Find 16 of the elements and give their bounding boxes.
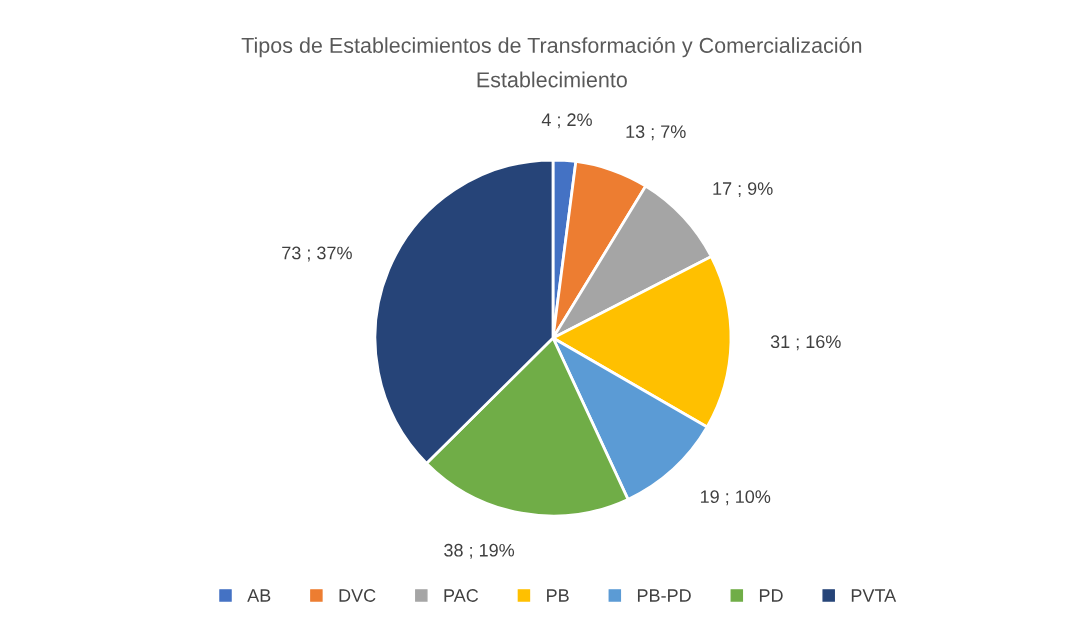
legend-label: PD	[759, 589, 783, 602]
data-label: 19 ; 10%	[700, 490, 771, 506]
data-label: 31 ; 16%	[770, 335, 841, 351]
legend-label: AB	[247, 589, 271, 602]
data-label: 38 ; 19%	[444, 543, 515, 559]
chart-subtitle: Establecimiento	[477, 71, 627, 88]
data-label: 73 ; 37%	[282, 246, 352, 262]
chart-title: Tipos de Establecimientos de Transformación y Comercialización	[241, 36, 862, 58]
data-label: 13 ; 7%	[626, 125, 686, 141]
legend-label: DVC	[339, 589, 376, 602]
data-label: 4 ; 2%	[541, 113, 592, 129]
legend-label: PAC	[444, 589, 479, 602]
legend-label: PVTA	[851, 589, 897, 602]
legend-label: PB-PD	[637, 589, 691, 602]
data-label: 17 ; 9%	[713, 182, 773, 198]
legend-label: PB	[547, 589, 569, 602]
